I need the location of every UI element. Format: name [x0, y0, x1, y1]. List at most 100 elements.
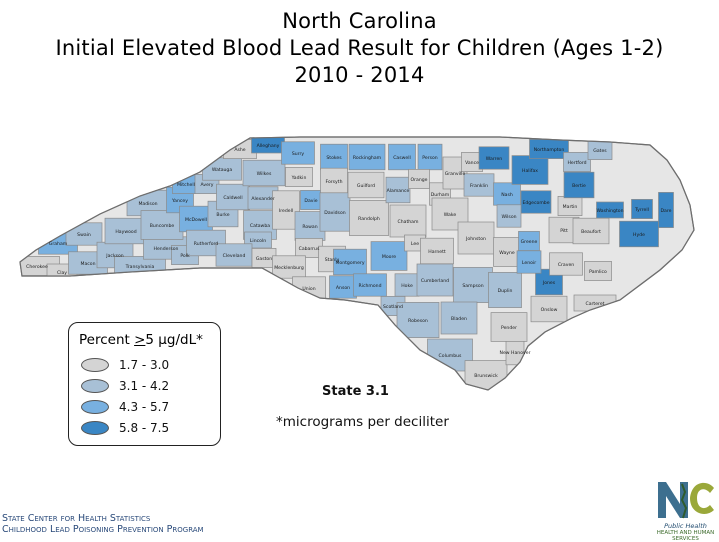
- county-label: Haywood: [115, 229, 136, 235]
- county-label: Macon: [80, 261, 95, 267]
- source-line-2: Childhood Lead Poisoning Prevention Prog…: [2, 524, 204, 535]
- county-yadkin: [285, 167, 313, 187]
- legend-title-value: 5 μg/dL*: [145, 332, 203, 348]
- county-label: Jackson: [105, 253, 124, 259]
- county-wilkes: [242, 159, 286, 187]
- county-dare: [658, 192, 674, 228]
- county-johnston: [457, 221, 495, 255]
- county-robeson: [396, 302, 440, 338]
- county-montgomery: [333, 248, 367, 276]
- county-label: Wilson: [501, 214, 516, 220]
- county-label: Yadkin: [291, 175, 307, 181]
- county-label: Swain: [77, 232, 91, 238]
- county-richmond: [353, 273, 387, 297]
- county-label: Burke: [216, 212, 229, 218]
- county-label: Warren: [486, 156, 502, 162]
- county-label: Cherokee: [26, 264, 48, 270]
- county-label: Hoke: [401, 283, 413, 289]
- county-label: Brunswick: [474, 373, 498, 379]
- county-label: Halifax: [522, 168, 538, 174]
- county-label: Davie: [304, 198, 317, 204]
- county-label: Pender: [501, 325, 517, 331]
- legend-item: 3.1 - 4.2: [81, 377, 169, 395]
- county-label: Harnett: [428, 249, 446, 255]
- county-label: Watauga: [212, 167, 233, 173]
- county-label: Iredell: [279, 208, 293, 214]
- county-label: Caswell: [393, 155, 411, 161]
- county-label: Mitchell: [177, 182, 195, 188]
- county-stokes: [320, 143, 348, 171]
- county-label: Richmond: [358, 283, 381, 289]
- county-label: Hertford: [567, 160, 586, 166]
- legend-title: Percent >5 μg/dL*: [79, 332, 203, 348]
- county-label: New Hanover: [500, 350, 531, 356]
- county-label: Stanly: [325, 257, 340, 263]
- legend-label: 1.7 - 3.0: [119, 358, 170, 372]
- county-mcdowell: [179, 205, 213, 233]
- county-pamlico: [584, 261, 612, 281]
- county-cumberland: [416, 263, 454, 297]
- county-moore: [370, 241, 408, 271]
- county-label: Dare: [661, 208, 672, 214]
- county-label: Rutherford: [194, 241, 219, 247]
- county-warren: [478, 146, 510, 170]
- county-label: Cabarrus: [299, 246, 320, 252]
- county-buncombe: [140, 210, 184, 240]
- county-label: Johnston: [465, 236, 486, 242]
- county-label: Rockingham: [353, 155, 382, 161]
- county-label: Martin: [563, 204, 578, 210]
- county-label: Orange: [411, 177, 428, 183]
- county-washington: [596, 201, 624, 219]
- county-label: Avery: [200, 182, 213, 188]
- county-label: Cleveland: [223, 253, 246, 259]
- state-border: [19, 136, 695, 391]
- county-label: Greene: [521, 239, 538, 245]
- county-label: Person: [422, 155, 438, 161]
- county-label: Gaston: [256, 256, 272, 262]
- legend-item: 1.7 - 3.0: [81, 356, 169, 374]
- county-label: Henderson: [154, 246, 179, 252]
- county-label: Davidson: [324, 210, 345, 216]
- nc-logo-icon: [658, 482, 714, 519]
- county-label: Edgecombe: [522, 200, 549, 206]
- county-guilford: [347, 171, 385, 199]
- county-label: Granville: [445, 171, 466, 177]
- county-wilson: [496, 204, 522, 228]
- county-label: Robeson: [408, 318, 428, 324]
- county-tyrrell: [631, 199, 653, 219]
- county-edgecombe: [520, 190, 552, 214]
- title-line-1: North Carolina: [282, 9, 437, 33]
- county-granville: [442, 156, 468, 190]
- county-label: Yancey: [171, 198, 188, 204]
- county-label: Guilford: [357, 183, 375, 189]
- county-label: Hyde: [633, 232, 645, 238]
- county-label: Union: [302, 286, 315, 292]
- county-label: Graham: [49, 241, 68, 247]
- legend-item: 5.8 - 7.5: [81, 419, 169, 437]
- county-label: Transylvania: [125, 264, 155, 270]
- county-onslow: [530, 295, 568, 323]
- county-label: Scotland: [383, 304, 403, 310]
- county-label: Pamlico: [589, 269, 607, 275]
- county-label: Lincoln: [250, 238, 266, 244]
- county-label: Pitt: [560, 228, 568, 234]
- county-label: Wake: [444, 212, 457, 218]
- county-pender: [490, 312, 528, 342]
- legend-swatch: [81, 379, 109, 393]
- county-label: Caldwell: [223, 195, 242, 201]
- county-label: Clay: [57, 270, 67, 276]
- county-label: Catawba: [250, 223, 270, 229]
- county-label: Gates: [593, 148, 607, 154]
- county-label: Mecklenburg: [274, 265, 304, 271]
- county-surry: [281, 141, 315, 165]
- county-duplin: [488, 272, 522, 308]
- county-label: Franklin: [470, 183, 488, 189]
- county-orange: [408, 169, 430, 189]
- county-alamance: [385, 176, 411, 204]
- legend-item: 4.3 - 5.7: [81, 398, 169, 416]
- county-randolph: [349, 200, 389, 236]
- legend-label: 4.3 - 5.7: [119, 400, 170, 414]
- county-label: Wayne: [499, 250, 515, 256]
- county-label: Buncombe: [150, 223, 175, 229]
- logo-line-1: Public Health: [664, 522, 707, 530]
